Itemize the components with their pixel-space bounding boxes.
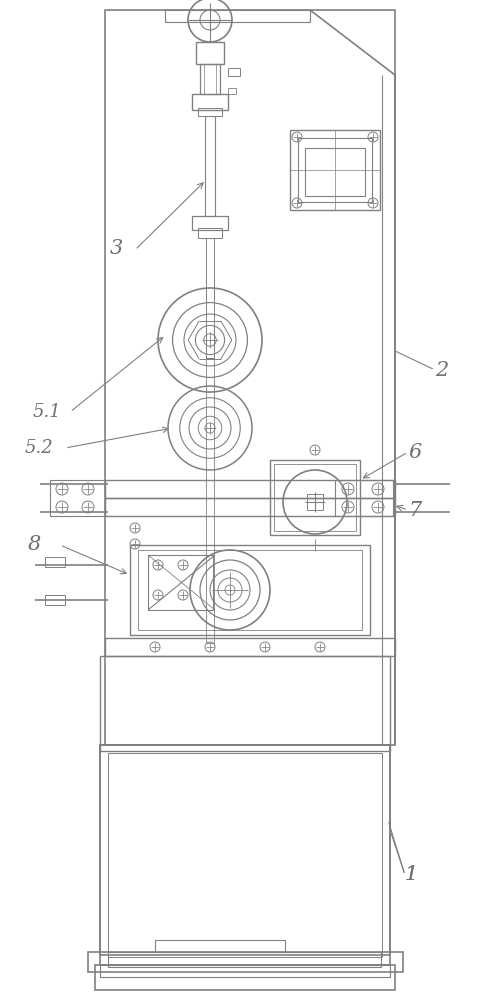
Bar [100, 656, 389, 751]
Text: 6: 6 [407, 442, 420, 462]
Bar [297, 138, 371, 202]
Text: 1: 1 [404, 865, 417, 884]
Bar [192, 216, 227, 230]
Text: 5.2: 5.2 [25, 439, 54, 457]
Bar [164, 10, 309, 22]
Bar [306, 494, 323, 510]
Bar [95, 965, 394, 990]
Bar [100, 965, 389, 977]
Bar [227, 68, 240, 76]
Bar [105, 10, 394, 745]
Bar [205, 238, 214, 358]
Bar [192, 94, 227, 110]
Bar [138, 550, 361, 630]
Bar [269, 460, 359, 535]
Bar [45, 595, 65, 605]
Bar [289, 130, 379, 210]
Bar [100, 745, 389, 965]
Bar [273, 464, 355, 531]
Bar [305, 148, 364, 196]
Bar [204, 116, 215, 216]
Bar [227, 88, 236, 94]
Bar [198, 108, 222, 116]
Bar [155, 940, 285, 952]
Bar [108, 952, 380, 967]
Bar [205, 358, 214, 643]
Bar [88, 952, 402, 972]
Bar [203, 64, 216, 94]
Bar [130, 545, 369, 635]
Text: 5.1: 5.1 [33, 403, 61, 421]
Bar [148, 555, 213, 610]
Bar [105, 638, 394, 656]
Bar [334, 480, 392, 516]
Bar [45, 557, 65, 567]
Bar [100, 745, 389, 955]
Text: 3: 3 [110, 238, 123, 257]
Bar [105, 498, 394, 516]
Bar [105, 480, 394, 498]
Text: 1: 1 [404, 865, 417, 884]
Bar [198, 228, 222, 238]
Bar [200, 64, 220, 94]
Text: 7: 7 [407, 500, 420, 520]
Text: 8: 8 [28, 536, 41, 554]
Bar [196, 42, 224, 64]
Text: 2: 2 [434, 360, 447, 379]
Bar [50, 480, 105, 516]
Bar [108, 753, 381, 957]
